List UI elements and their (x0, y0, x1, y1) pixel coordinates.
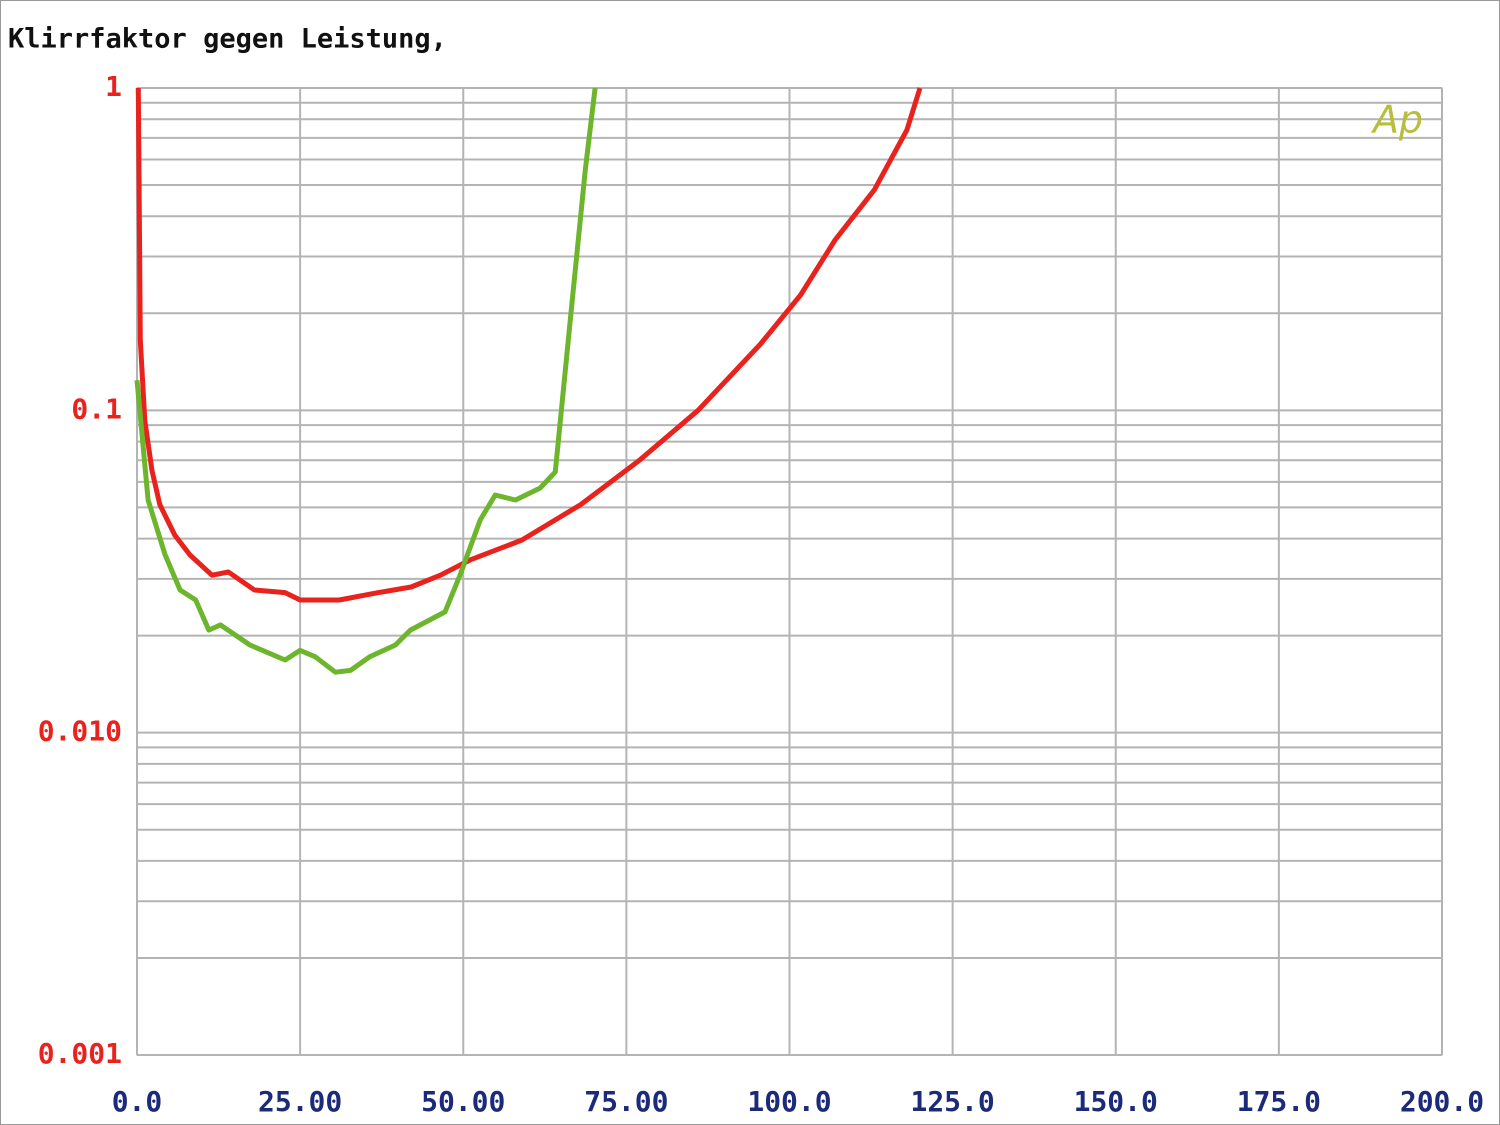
x-tick-label: 100.0 (747, 1085, 831, 1118)
x-tick-label: 175.0 (1237, 1085, 1321, 1118)
x-tick-label: 200.0 (1400, 1085, 1484, 1118)
y-tick-label: 0.010 (38, 715, 122, 748)
chart-title: Klirrfaktor gegen Leistung, (8, 24, 447, 55)
data-line (134, 87, 598, 675)
x-tick-label: 75.00 (584, 1085, 668, 1118)
x-tick-label: 150.0 (1074, 1085, 1158, 1118)
y-tick-label: 0.1 (71, 392, 122, 425)
x-tick-label: 125.0 (910, 1085, 994, 1118)
x-tick-label: 50.00 (421, 1085, 505, 1118)
x-tick-label: 0.0 (112, 1085, 163, 1118)
annotation: Ap (1370, 98, 1423, 142)
y-tick-label: 1 (105, 70, 122, 103)
y-tick-label: 0.001 (38, 1037, 122, 1070)
data-line (135, 87, 923, 603)
x-tick-label: 25.00 (258, 1085, 342, 1118)
